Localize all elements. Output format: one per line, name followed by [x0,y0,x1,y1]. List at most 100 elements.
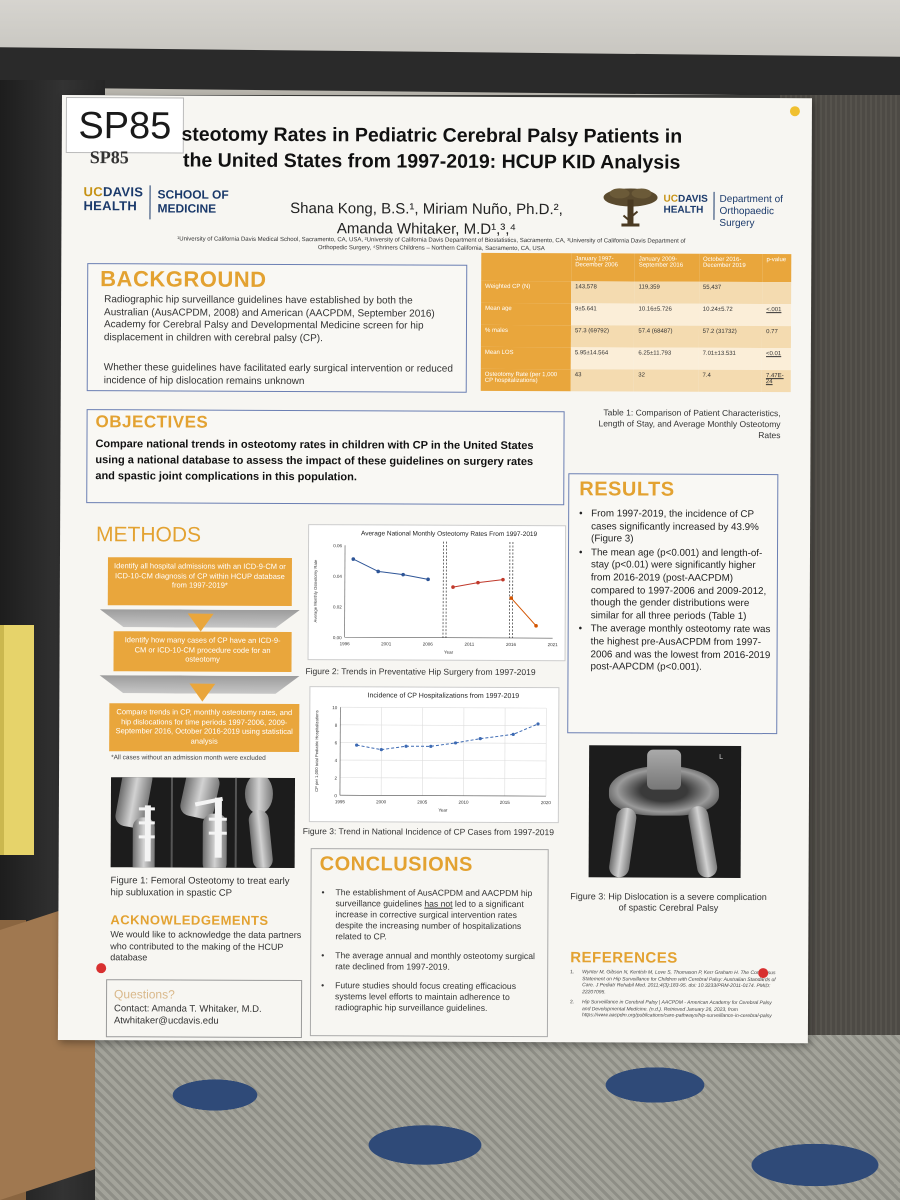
data-point [351,557,356,561]
femoral-osteotomy-xray [110,777,296,869]
table-cell: Mean LOS [480,346,571,370]
hip-dislocation-xray: L [588,745,742,878]
list-item: 2. Hip Surveillance in Cerebral Palsy | A… [570,999,780,1019]
table-cell: Osteotomy Rate (per 1,000 CP hospitaliza… [480,368,571,392]
results-section: RESULTS From 1997-2019, the incidence of… [567,473,779,735]
data-point [379,748,383,752]
list-item: The mean age (p<0.001) and length-of-sta… [579,547,773,623]
contact-email: Atwhitaker@ucdavis.edu [113,1015,219,1027]
grid-line [340,706,547,709]
x-tick-label: 2005 [417,800,428,805]
tree-logo-icon [603,188,658,227]
carpet-floor [95,1035,900,1200]
conclusions-list: The establishment of AusACPDM and AACPDM… [321,887,546,1022]
table-row: % males 57.3 (69792) 57.4 (68487) 57.2 (… [480,324,791,349]
x-axis [344,636,553,639]
table-cell: 57.2 (31732) [698,325,763,349]
push-pin-icon [758,968,769,979]
y-tick-label: 0.00 [333,635,342,640]
research-poster: SP85 SP85 steotomy Rates in Pediatric Ce… [57,95,812,1044]
table-cell: Weighted CP (N) [481,280,572,304]
list-item: The average monthly osteotomy rate was t… [578,624,772,675]
xray-marker: L [719,753,724,761]
table-cell: 57.4 (68487) [634,325,699,348]
ucdavis-som-logo: UCDAVIS HEALTH SCHOOL OF MEDICINE [83,184,243,222]
data-point [534,624,538,628]
x-axis-label: Year [444,650,454,655]
data-point [536,722,540,726]
acknowledgements-heading: ACKNOWLEDGEMENTS [110,912,269,928]
conclusion-1-emphasis: has not [424,898,453,909]
data-point [511,732,515,736]
data-point [453,741,458,745]
affiliations: ¹University of California Davis Medical … [177,236,686,253]
table-cell: 43 [570,369,635,392]
logo-school-line2: MEDICINE [157,201,217,216]
contact-name: Contact: Amanda T. Whitaker, M.D. [113,1003,262,1015]
methods-heading: METHODS [96,523,202,547]
list-item: 1. Wynter M, Gibson N, Kentish M, Love S,… [570,969,780,996]
cp-incidence-chart-svg: Incidence of CP Hospitalizations from 19… [314,692,551,813]
background-para2: Whether these guidelines have facilitate… [103,362,453,387]
x-tick-label: 2000 [376,799,387,804]
table-cell: 32 [634,369,699,392]
data-point [501,577,505,582]
table-row: Osteotomy Rate (per 1,000 CP hospitaliza… [480,368,791,393]
table-cell: % males [480,324,571,348]
table-header: January 2009-September 2016 [634,253,700,282]
y-tick-label: 0 [334,793,337,798]
display-frame-top [0,47,900,97]
data-point [451,585,455,589]
x-tick-label: 2001 [381,641,392,646]
comparison-table: January 1997-December 2006 January 2009-… [480,252,792,393]
table-cell: 5.95±14.564 [570,347,635,370]
table-cell: 10.24±5.72 [698,303,763,327]
x-axis-label: Year [438,808,448,813]
logo-right-divider [713,191,715,220]
chart-title: Average National Monthly Osteotomy Rates… [361,530,538,538]
data-point [476,580,480,585]
x-tick-label: 2021 [548,642,559,647]
x-tick-label: 2010 [458,800,469,805]
grid-line [340,777,547,779]
dept-line2: Orthopaedic Surgery [719,205,775,230]
logo-right-davis: DAVIS [677,193,708,205]
cp-incidence-chart: Incidence of CP Hospitalizations from 19… [308,686,560,824]
logo-right-health: HEALTH [663,204,704,216]
ucdavis-ortho-logo: UCDAVIS HEALTH Department of Orthopaedic … [601,185,801,230]
table-header: October 2016-December 2019 [698,253,763,283]
x-tick-label: 2015 [500,800,511,805]
table-cell: 7.47E-24 [761,370,791,393]
dept-line1: Department of [719,193,783,206]
questions-heading: Questions? [114,987,175,1002]
logo-uc: UC [83,184,104,200]
series-line [353,558,429,580]
table-caption: Table 1: Comparison of Patient Character… [598,407,781,441]
list-item: The establishment of AusACPDM and AACPDM… [321,887,545,943]
x-tick-label: 1995 [335,799,346,804]
reference-number: 1. [570,969,575,976]
y-tick-label: 0.02 [333,605,342,610]
acknowledgements-text: We would like to acknowledge the data pa… [110,929,302,963]
table-cell: 10.16±5.726 [634,303,699,326]
y-tick-label: 0.04 [333,574,342,579]
list-item: Future studies should focus creating eff… [321,980,545,1014]
x-tick-label: 2016 [506,642,517,647]
table-header: p-value [762,254,792,283]
x-tick-label: 1996 [340,641,351,646]
table-row: Mean age 9±5.641 10.16±5.726 10.24±5.72 … [481,302,792,327]
table-header-row: January 1997-December 2006 January 2009-… [481,252,792,283]
x-tick-label: 2006 [423,642,434,647]
data-point [355,743,359,747]
table-row: Weighted CP (N) 143,578 119,359 55,437 [481,280,792,305]
yellow-sheet [0,625,34,855]
methods-step-1: Identify all hospital admissions with an… [107,557,292,607]
figure1-caption: Figure 1: Femoral Osteotomy to treat ear… [110,875,290,899]
table-cell: <0.01 [761,348,791,371]
background-section: BACKGROUND Radiographic hip surveillance… [86,263,468,393]
table-cell: 57.3 (69792) [570,325,635,348]
table-cell: Mean age [481,302,572,326]
methods-step-3: Compare trends in CP, monthly osteotomy … [109,703,300,753]
data-point [426,577,430,582]
figure3-chart-caption: Figure 3: Trend in National Incidence of… [302,826,555,838]
